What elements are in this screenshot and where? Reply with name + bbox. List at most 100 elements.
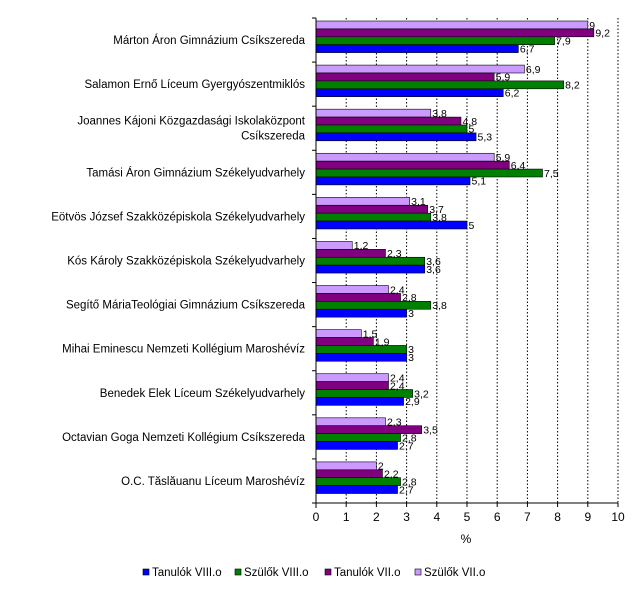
data-label: 3,1 <box>411 196 426 208</box>
bar <box>315 461 377 471</box>
legend-label: Szülők VIII.o <box>244 567 309 579</box>
x-tick-label: 6 <box>494 510 501 524</box>
data-label: 3 <box>408 352 414 364</box>
bar <box>315 241 353 250</box>
x-tick-label: 1 <box>343 510 350 524</box>
bar <box>315 176 471 186</box>
category-label: Márton Áron Gimnázium Csíkszereda <box>113 34 305 47</box>
data-label: 2,4 <box>390 372 405 384</box>
legend-label: Tanulók VIII.o <box>152 567 222 579</box>
bar <box>315 249 386 258</box>
data-label: 3,6 <box>426 264 441 276</box>
data-label: 4,8 <box>462 116 477 128</box>
bar <box>315 44 519 53</box>
bar <box>315 329 362 338</box>
bar <box>315 168 543 178</box>
bar <box>315 132 477 142</box>
x-tick-label: 2 <box>373 510 380 524</box>
data-label: 2,8 <box>402 292 417 304</box>
category-label: Joannes Kájoni Közgazdasági Iskolaközpon… <box>77 116 305 143</box>
bar <box>315 485 398 494</box>
data-label: 3,8 <box>432 300 447 312</box>
data-label: 8,2 <box>565 80 580 92</box>
axes <box>312 17 619 508</box>
data-label: 7,9 <box>556 36 571 48</box>
x-tick-labels: 0 1 2 3 4 5 6 7 8 9 10 <box>313 510 625 524</box>
data-label: 3 <box>408 308 414 320</box>
x-tick-label: 8 <box>554 510 561 524</box>
bar <box>315 381 389 390</box>
category-label: Benedek Elek Líceum Székelyudvarhely <box>100 388 305 400</box>
category-label-line: Joannes Kájoni Közgazdasági Iskolaközpon… <box>77 116 305 128</box>
x-tick-label: 4 <box>433 510 440 524</box>
category-label: Segítő MáriaTeológiai Gimnázium Csíkszer… <box>66 300 306 312</box>
data-label: 2 <box>378 461 384 473</box>
bar <box>315 197 410 206</box>
bar <box>315 88 504 97</box>
data-label: 9 <box>589 20 595 32</box>
legend-swatch <box>142 568 150 576</box>
legend: Tanulók VIII.o Szülők VIII.o Tanulók VII.o… <box>142 567 485 579</box>
category-label: Kós Károly Szakközépiskola Székelyudvarh… <box>67 256 305 268</box>
data-label: 3 <box>408 344 414 356</box>
data-label: 3,8 <box>432 212 447 224</box>
category-label-line: Kós Károly Szakközépiskola Székelyudvarh… <box>67 256 305 268</box>
bar <box>315 397 404 406</box>
bar <box>315 285 389 294</box>
legend-swatch <box>414 568 422 576</box>
bar <box>315 353 407 362</box>
category-label-line: Csíkszereda <box>241 131 306 143</box>
data-label: 3,8 <box>432 108 447 120</box>
data-label: 2,8 <box>402 476 417 488</box>
x-axis-title: % <box>461 532 472 546</box>
bar <box>315 160 510 170</box>
bar <box>315 124 468 134</box>
bar <box>315 64 525 74</box>
bar <box>315 264 426 274</box>
data-label: 2,4 <box>390 380 405 392</box>
bar <box>315 293 401 302</box>
bar <box>315 20 589 30</box>
data-label: 2,9 <box>405 396 420 408</box>
data-label: 2,3 <box>387 417 402 429</box>
data-label: 3,2 <box>414 388 429 400</box>
legend-label: Szülők VII.o <box>424 567 485 579</box>
legend-swatch <box>234 568 242 576</box>
category-label: Tamási Áron Gimnázium Székelyudvarhely <box>86 166 305 179</box>
data-label: 3,5 <box>423 424 438 436</box>
data-label: 2,3 <box>387 248 402 260</box>
data-label: 6,9 <box>526 64 541 76</box>
data-label: 7,5 <box>544 168 559 180</box>
category-label-line: Octavian Goga Nemzeti Kollégium Csíkszer… <box>62 432 305 444</box>
x-tick-label: 3 <box>403 510 410 524</box>
category-label: Mihai Eminescu Nemzeti Kollégium Maroshé… <box>62 344 305 356</box>
data-label: 1,2 <box>354 240 369 252</box>
data-label: 5,3 <box>478 132 493 144</box>
x-tick-label: 9 <box>584 510 591 524</box>
data-label: 2,2 <box>384 469 399 481</box>
bar <box>315 345 407 354</box>
data-label: 2,4 <box>390 284 405 296</box>
data-label: 6,7 <box>520 43 535 55</box>
category-label-line: Tamási Áron Gimnázium Székelyudvarhely <box>86 166 305 179</box>
category-label-line: Márton Áron Gimnázium Csíkszereda <box>113 34 305 47</box>
bar <box>315 28 595 38</box>
x-tick-label: 5 <box>464 510 471 524</box>
x-tick-label: 0 <box>313 510 320 524</box>
data-label: 2,7 <box>399 484 414 496</box>
bar <box>315 373 389 382</box>
bar <box>315 433 401 442</box>
data-label: 5 <box>469 124 475 136</box>
data-label: 3,7 <box>429 204 444 216</box>
data-labels: 9 6,9 3,8 5,9 3,1 1,2 2,4 1,5 2,4 2,3 2 9,2 5,9 4,8 6,… <box>354 20 610 497</box>
data-label: 2,7 <box>399 440 414 452</box>
category-label: O.C. Tăslăuanu Líceum Maroshévíz <box>121 476 305 488</box>
x-tick-label: 10 <box>611 510 625 524</box>
bar <box>315 152 495 162</box>
category-label-line: Segítő MáriaTeológiai Gimnázium Csíkszer… <box>66 300 306 312</box>
data-label: 1,5 <box>363 328 378 340</box>
category-label-line: Salamon Ernő Líceum Gyergyószentmiklós <box>84 79 305 91</box>
legend-swatch <box>324 568 332 576</box>
bar <box>315 212 432 222</box>
category-labels: Márton Áron Gimnázium Csíkszereda Salamon… <box>51 34 306 488</box>
